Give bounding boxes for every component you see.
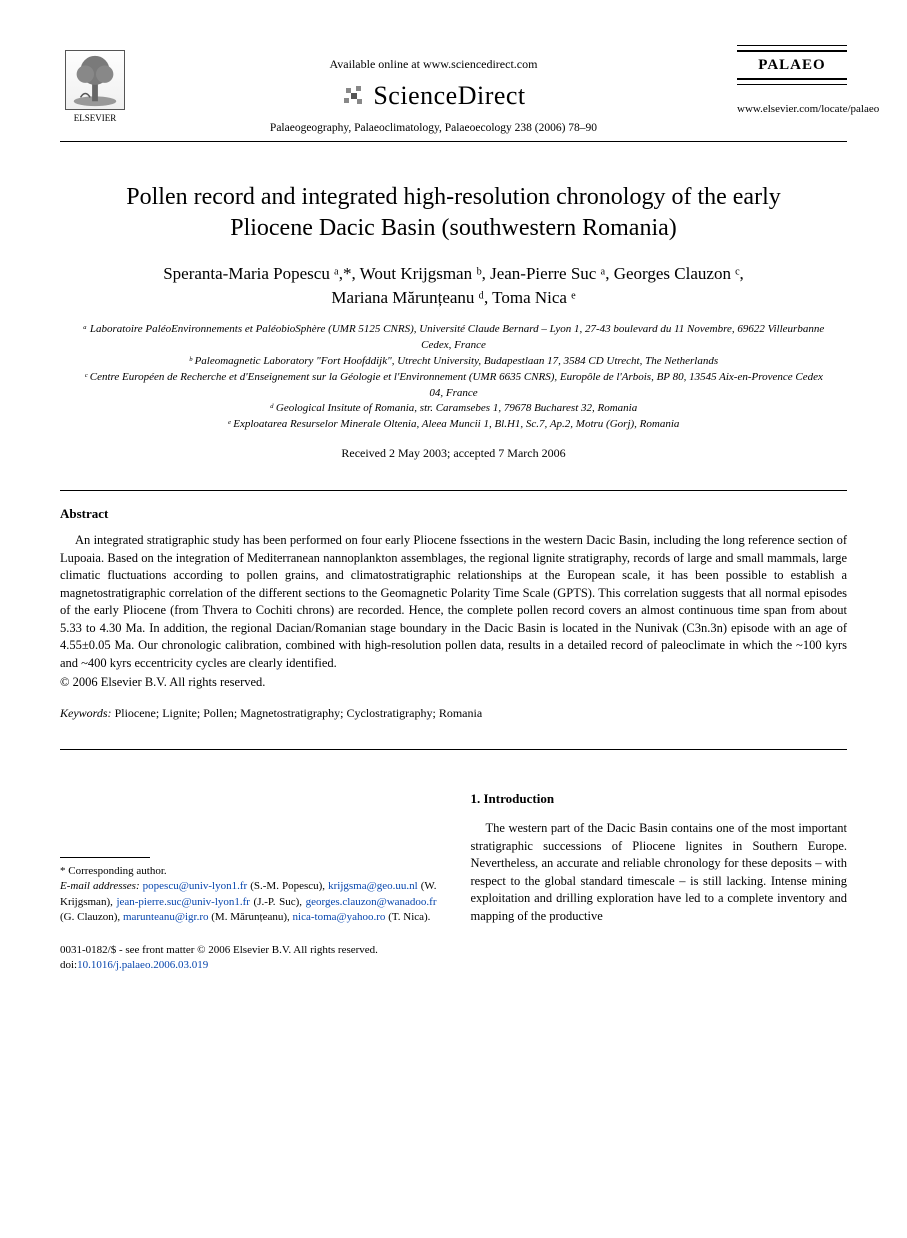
- doi-label: doi:: [60, 959, 77, 971]
- sciencedirect-text: ScienceDirect: [373, 78, 525, 113]
- affiliation-d: ᵈ Geological Insitute of Romania, str. C…: [80, 401, 827, 417]
- corresponding-label: * Corresponding author.: [60, 864, 437, 879]
- header-rule: [60, 141, 847, 142]
- journal-brand-box: PALAEO www.elsevier.com/locate/palaeo: [737, 50, 847, 117]
- abstract-top-rule: [60, 490, 847, 491]
- email-addresses: E-mail addresses: popescu@univ-lyon1.fr …: [60, 879, 437, 925]
- footnote-rule: [60, 857, 150, 858]
- email-who: (T. Nica).: [388, 911, 430, 923]
- authors-line-1: Speranta-Maria Popescu ᵃ,*, Wout Krijgsm…: [100, 262, 807, 286]
- elsevier-logo: ELSEVIER: [60, 50, 130, 124]
- affiliation-e: ᵉ Exploatarea Resurselor Minerale Olteni…: [80, 417, 827, 433]
- authors-line-2: Mariana Mărunțeanu ᵈ, Toma Nica ᵉ: [100, 286, 807, 310]
- introduction-heading: 1. Introduction: [471, 790, 848, 808]
- doi-link[interactable]: 10.1016/j.palaeo.2006.03.019: [77, 959, 208, 971]
- sciencedirect-logo: ScienceDirect: [130, 78, 737, 113]
- article-title: Pollen record and integrated high-resolu…: [90, 182, 817, 244]
- email-link[interactable]: krijgsma@geo.uu.nl: [328, 880, 418, 892]
- page-header: ELSEVIER Available online at www.science…: [60, 50, 847, 137]
- email-link[interactable]: nica-toma@yahoo.ro: [293, 911, 386, 923]
- abstract-copyright: © 2006 Elsevier B.V. All rights reserved…: [60, 674, 847, 691]
- abstract-heading: Abstract: [60, 505, 847, 523]
- email-who: (M. Mărunțeanu),: [211, 911, 290, 923]
- elsevier-tree-icon: [65, 50, 125, 110]
- keywords-text: Pliocene; Lignite; Pollen; Magnetostrati…: [112, 706, 483, 720]
- affiliations: ᵃ Laboratoire PaléoEnvironnements et Pal…: [80, 322, 827, 434]
- issn-line: 0031-0182/$ - see front matter © 2006 El…: [60, 943, 378, 958]
- corresponding-footnote: * Corresponding author. E-mail addresses…: [60, 864, 437, 926]
- bottom-left: 0031-0182/$ - see front matter © 2006 El…: [60, 943, 378, 973]
- introduction-body: The western part of the Dacic Basin cont…: [471, 820, 848, 925]
- email-who: (S.-M. Popescu),: [250, 880, 325, 892]
- keywords-label: Keywords:: [60, 706, 112, 720]
- email-who: (J.-P. Suc),: [254, 896, 303, 908]
- center-header: Available online at www.sciencedirect.co…: [130, 50, 737, 137]
- email-link[interactable]: georges.clauzon@wanadoo.fr: [306, 896, 437, 908]
- article-dates: Received 2 May 2003; accepted 7 March 20…: [60, 445, 847, 461]
- locate-url: www.elsevier.com/locate/palaeo: [737, 102, 847, 117]
- journal-reference: Palaeogeography, Palaeoclimatology, Pala…: [130, 121, 737, 137]
- left-column: * Corresponding author. E-mail addresses…: [60, 790, 437, 925]
- sciencedirect-burst-icon: [341, 83, 367, 109]
- two-column-region: * Corresponding author. E-mail addresses…: [60, 790, 847, 925]
- affiliation-a: ᵃ Laboratoire PaléoEnvironnements et Pal…: [80, 322, 827, 354]
- available-online-text: Available online at www.sciencedirect.co…: [130, 56, 737, 72]
- affiliation-b: ᵇ Paleomagnetic Laboratory "Fort Hoofddi…: [80, 354, 827, 370]
- doi-line: doi:10.1016/j.palaeo.2006.03.019: [60, 958, 378, 973]
- authors-block: Speranta-Maria Popescu ᵃ,*, Wout Krijgsm…: [100, 262, 807, 310]
- email-link[interactable]: marunteanu@igr.ro: [123, 911, 209, 923]
- affiliation-c: ᶜ Centre Européen de Recherche et d'Ense…: [80, 370, 827, 402]
- keywords: Keywords: Pliocene; Lignite; Pollen; Mag…: [60, 705, 847, 721]
- abstract-body: An integrated stratigraphic study has be…: [60, 532, 847, 672]
- emails-label: E-mail addresses:: [60, 880, 140, 892]
- elsevier-label: ELSEVIER: [60, 112, 130, 124]
- right-column: 1. Introduction The western part of the …: [471, 790, 848, 925]
- palaeo-brand: PALAEO: [737, 50, 847, 80]
- bottom-meta: 0031-0182/$ - see front matter © 2006 El…: [60, 943, 847, 973]
- email-link[interactable]: jean-pierre.suc@univ-lyon1.fr: [116, 896, 250, 908]
- abstract-bottom-rule: [60, 749, 847, 750]
- email-link[interactable]: popescu@univ-lyon1.fr: [143, 880, 248, 892]
- email-who: (G. Clauzon),: [60, 911, 120, 923]
